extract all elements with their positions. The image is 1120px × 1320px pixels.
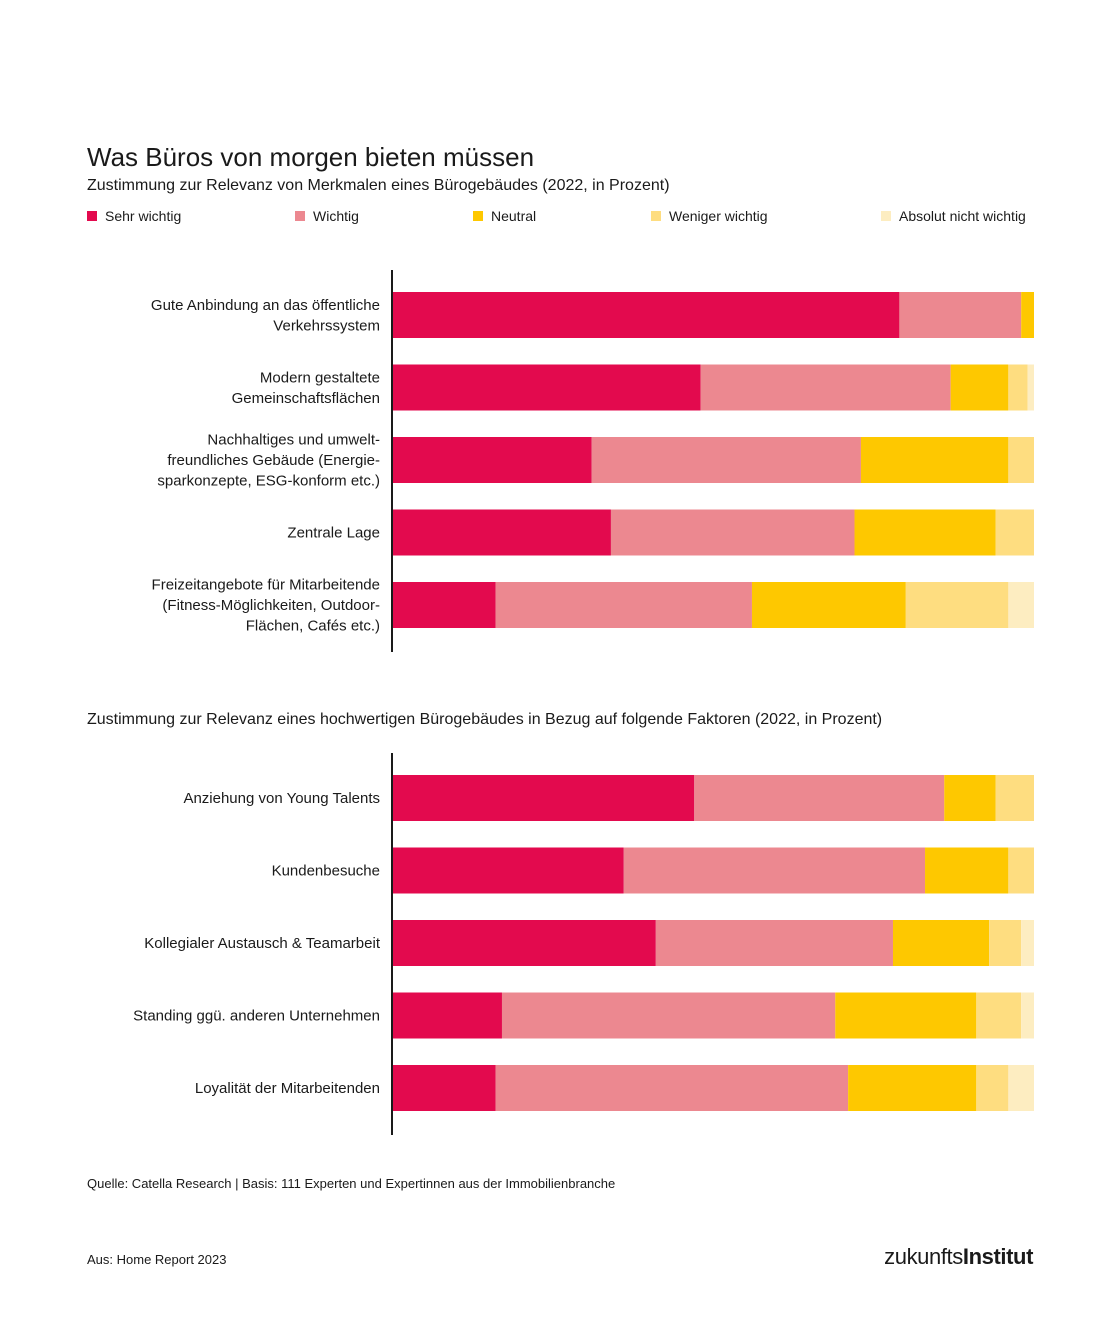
bar-2-3-absolut-nicht-wichtig [1021,920,1034,966]
brand-logo: zukunftsInstitut [884,1244,1033,1270]
chart-merkmale: Gute Anbindung an das öffentliche Verkehr… [151,270,1034,652]
category-label-1-5: Freizeitangebote für Mitarbeitende [152,577,380,594]
bar-1-5-weniger-wichtig [905,582,1009,628]
legend-swatch [651,211,661,221]
bar-2-5-wichtig [495,1065,849,1111]
category-label-1-2: Gemeinschaftsflächen [232,390,380,407]
bar-2-3-weniger-wichtig [989,920,1022,966]
bar-1-5-neutral [751,582,906,628]
legend-swatch [295,211,305,221]
footer-note: Aus: Home Report 2023 [87,1252,227,1267]
bar-2-2-wichtig [623,847,926,894]
bar-2-5-weniger-wichtig [976,1065,1009,1111]
bar-1-1-sehr-wichtig [393,292,900,338]
legend-swatch [881,211,891,221]
bar-1-5-absolut-nicht-wichtig [1008,582,1034,628]
legend-swatch [87,211,97,221]
legend-label: Weniger wichtig [669,208,768,224]
legend-item-sehr-wichtig: Sehr wichtig [87,208,181,224]
bar-2-2-sehr-wichtig [393,847,624,894]
bar-1-2-absolut-nicht-wichtig [1027,364,1034,411]
bar-2-4-weniger-wichtig [976,992,1022,1039]
bar-2-3-sehr-wichtig [393,920,656,966]
bar-2-1-wichtig [694,775,945,821]
chart-1-subtitle: Zustimmung zur Relevanz von Merkmalen ei… [87,177,670,194]
bar-1-1-neutral [1021,292,1034,338]
legend-item-wichtig: Wichtig [295,208,359,224]
bar-1-3-neutral [860,437,1009,483]
bar-2-3-wichtig [655,920,893,966]
page-title: Was Büros von morgen bieten müssen [87,142,535,172]
bar-1-4-neutral [854,509,996,556]
bar-1-2-weniger-wichtig [1008,364,1028,411]
category-label-1-1: Gute Anbindung an das öffentliche [151,297,380,314]
brand-logo-bold: Institut [962,1244,1034,1269]
bar-2-4-wichtig [501,992,836,1039]
bar-1-5-wichtig [495,582,752,628]
category-label-1-5: Flächen, Cafés etc.) [246,618,380,635]
category-label-2-5: Loyalität der Mitarbeitenden [195,1080,380,1097]
chart-faktoren: Anziehung von Young Talents Kundenbesuche… [133,753,1034,1135]
source-note: Quelle: Catella Research | Basis: 111 Ex… [87,1176,616,1191]
bar-2-2-weniger-wichtig [1008,847,1034,894]
bar-1-3-weniger-wichtig [1008,437,1034,483]
bar-1-4-weniger-wichtig [995,509,1034,556]
bar-1-4-wichtig [610,509,855,556]
category-label-1-3: freundliches Gebäude (Energie- [167,452,380,469]
legend-label: Wichtig [313,208,359,224]
bar-2-3-neutral [892,920,990,966]
legend: Sehr wichtig Wichtig Neutral Weniger wic… [87,208,1033,228]
category-label-1-1: Verkehrssystem [273,317,380,334]
bar-2-1-sehr-wichtig [393,775,695,821]
legend-item-absolut-nicht-wichtig: Absolut nicht wichtig [881,208,1026,224]
bar-1-3-wichtig [591,437,861,483]
bar-1-4-sehr-wichtig [393,509,611,556]
category-label-1-4: Zentrale Lage [287,525,380,542]
category-label-1-2: Modern gestaltete [260,369,380,386]
category-label-1-3: sparkonzepte, ESG-konform etc.) [157,473,380,490]
bar-1-1-wichtig [899,292,1022,338]
bar-1-2-sehr-wichtig [393,364,701,411]
bar-2-5-sehr-wichtig [393,1065,496,1111]
bar-2-4-sehr-wichtig [393,992,502,1039]
bar-2-5-absolut-nicht-wichtig [1008,1065,1034,1111]
brand-logo-regular: zukunfts [884,1244,963,1269]
category-label-2-2: Kundenbesuche [272,863,380,880]
legend-label: Absolut nicht wichtig [899,208,1026,224]
bar-2-4-neutral [835,992,977,1039]
legend-item-neutral: Neutral [473,208,536,224]
category-label-1-3: Nachhaltiges und umwelt- [207,432,380,449]
bar-2-1-weniger-wichtig [995,775,1034,821]
category-label-2-3: Kollegialer Austausch & Teamarbeit [144,935,381,952]
bar-1-3-sehr-wichtig [393,437,592,483]
bar-2-2-neutral [925,847,1009,894]
category-label-1-5: (Fitness-Möglichkeiten, Outdoor- [162,597,380,614]
bar-1-2-neutral [950,364,1009,411]
chart-2-subtitle: Zustimmung zur Relevanz eines hochwertig… [87,711,883,728]
bar-1-2-wichtig [700,364,951,411]
bar-1-5-sehr-wichtig [393,582,496,628]
category-label-2-1: Anziehung von Young Talents [183,790,380,807]
legend-label: Neutral [491,208,537,224]
bar-2-1-neutral [944,775,996,821]
legend-swatch [473,211,483,221]
bar-2-4-absolut-nicht-wichtig [1021,992,1034,1039]
legend-item-weniger-wichtig: Weniger wichtig [651,208,768,224]
bar-2-5-neutral [848,1065,977,1111]
category-label-2-4: Standing ggü. anderen Unternehmen [133,1008,380,1025]
legend-label: Sehr wichtig [105,208,182,224]
